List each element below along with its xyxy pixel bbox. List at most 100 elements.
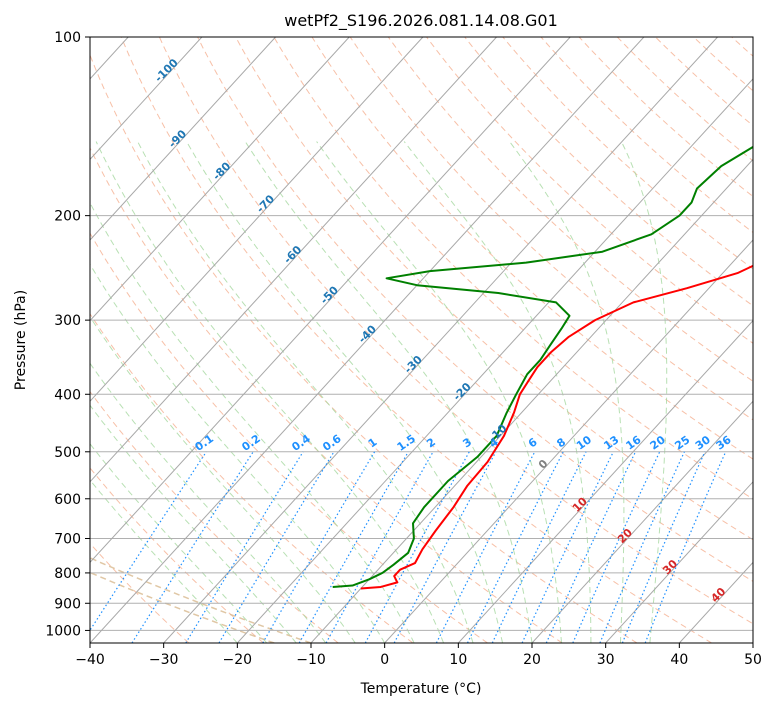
y-tick-label: 800	[54, 566, 81, 582]
isotherm-label: 40	[708, 585, 728, 605]
x-tick-label: −20	[223, 652, 253, 668]
isotherm-line	[678, 561, 753, 643]
dry-adiabat-line	[502, 37, 753, 270]
isotherm-label: -100	[152, 56, 181, 85]
chart-title: wetPf2_S196.2026.081.14.08.G01	[284, 11, 558, 31]
isotherm-line	[90, 37, 497, 483]
dry-adiabat-line	[387, 37, 753, 382]
dry-adiabat-line	[90, 313, 414, 643]
isotherm-label: 10	[570, 494, 590, 514]
mixing-ratio-label: 36	[714, 433, 734, 453]
mixing-ratio-line	[218, 451, 335, 643]
plot-frame	[89, 36, 754, 644]
x-tick-label: 30	[597, 652, 615, 668]
mixing-ratio-line	[621, 451, 706, 643]
line-labels: 0.1 0.2 0.4 0.6 1 1.5 2 3 4 6 8 10 13 16 20 25 30 36-100-…	[152, 56, 734, 605]
isotherm-line	[310, 158, 753, 643]
isotherm-label: -40	[356, 322, 379, 345]
x-tick-label: 0	[380, 652, 389, 668]
mixing-ratio-line	[325, 451, 434, 643]
isotherm-line	[531, 400, 753, 643]
mixing-ratio-line	[298, 451, 409, 643]
moist-adiabat-line	[90, 479, 238, 643]
mixing-ratio-label: 25	[672, 433, 692, 452]
mixing-ratio-line	[131, 451, 254, 643]
isotherm-line	[384, 239, 753, 643]
dry-adiabat-line	[540, 37, 753, 234]
x-tick-label: −40	[75, 652, 105, 668]
dry-adiabat-line	[90, 146, 563, 643]
dry-adiabat-line	[464, 37, 753, 307]
isotherm-line	[90, 37, 350, 322]
moist-adiabat-line	[137, 141, 474, 643]
temperature-profile-line	[360, 264, 753, 590]
mixing-ratio-line	[644, 451, 727, 643]
mixing-ratio-line	[185, 451, 304, 643]
dry-adiabat-line	[120, 37, 712, 643]
mixing-ratio-line	[491, 451, 587, 643]
x-tick-label: 50	[744, 652, 762, 668]
y-tick-label: 200	[54, 209, 81, 225]
isotherm-label: -60	[281, 243, 304, 266]
isotherm-line	[90, 37, 571, 564]
dry-adiabat-line	[426, 37, 753, 344]
isotherm-line	[90, 37, 276, 241]
mixing-ratio-label: 2	[424, 435, 438, 450]
dry-adiabat-line	[90, 53, 638, 643]
background-lines	[90, 37, 753, 643]
x-tick-label: 20	[523, 652, 541, 668]
x-tick-label: −10	[296, 652, 326, 668]
mixing-ratio-label: 3	[460, 435, 474, 450]
mixing-ratio-label: 1.5	[395, 432, 418, 454]
mixing-ratio-line	[364, 451, 470, 643]
tan-adiabat-line	[90, 557, 312, 643]
isotherm-label: -90	[166, 127, 189, 150]
isotherm-line	[457, 319, 753, 643]
y-tick-label: 700	[54, 532, 81, 548]
x-axis: −40 −30 −20 −10 0 10 20 30 40 50	[75, 643, 762, 668]
dry-adiabat-line	[90, 467, 264, 643]
y-tick-label: 1000	[45, 623, 81, 639]
mixing-ratio-line	[262, 451, 376, 643]
y-tick-label: 600	[54, 492, 81, 508]
mixing-ratio-label: 0.4	[289, 432, 313, 454]
mixing-ratio-line	[521, 451, 614, 643]
y-tick-label: 100	[54, 30, 81, 46]
y-tick-label: 400	[54, 387, 81, 403]
dry-adiabat-line	[349, 37, 753, 421]
y-tick-label: 500	[54, 445, 81, 461]
x-tick-label: 10	[449, 652, 467, 668]
isotherm-label: -80	[210, 159, 233, 182]
mixing-ratio-line	[599, 451, 685, 643]
mixing-ratio-label: 30	[693, 433, 713, 453]
dry-adiabat-line	[655, 37, 753, 127]
y-axis: 100 200 300 400 500 600 700 800 900 1000	[45, 30, 90, 639]
x-axis-label: Temperature (°C)	[360, 681, 482, 697]
dewpoint-profile-line	[332, 145, 753, 588]
isotherm-label: -30	[402, 353, 425, 376]
tan-adiabat-line	[90, 571, 275, 643]
x-tick-label: 40	[670, 652, 688, 668]
isotherm-line	[90, 37, 203, 161]
isotherm-line	[90, 37, 645, 643]
data-series	[332, 145, 753, 590]
isotherm-line	[163, 37, 718, 643]
isotherm-label: 30	[660, 557, 680, 577]
mixing-ratio-label: 0.1	[193, 432, 216, 454]
dry-adiabat-line	[90, 390, 339, 643]
isotherm-label: -20	[451, 380, 474, 403]
mixing-ratio-label: 16	[623, 433, 643, 453]
isotherm-line	[236, 78, 753, 643]
mixing-ratio-line	[393, 451, 497, 643]
isotherm-label: -50	[318, 283, 341, 306]
isotherm-label: 20	[615, 526, 635, 546]
mixing-ratio-label: 6	[526, 435, 540, 450]
moist-adiabat-line	[90, 442, 268, 643]
mixing-ratio-line	[466, 451, 564, 643]
y-tick-label: 300	[54, 313, 81, 329]
isotherm-line	[752, 642, 753, 643]
dry-adiabat-line	[273, 37, 753, 500]
isotherm-line	[605, 481, 753, 643]
isotherm-line	[90, 37, 424, 402]
